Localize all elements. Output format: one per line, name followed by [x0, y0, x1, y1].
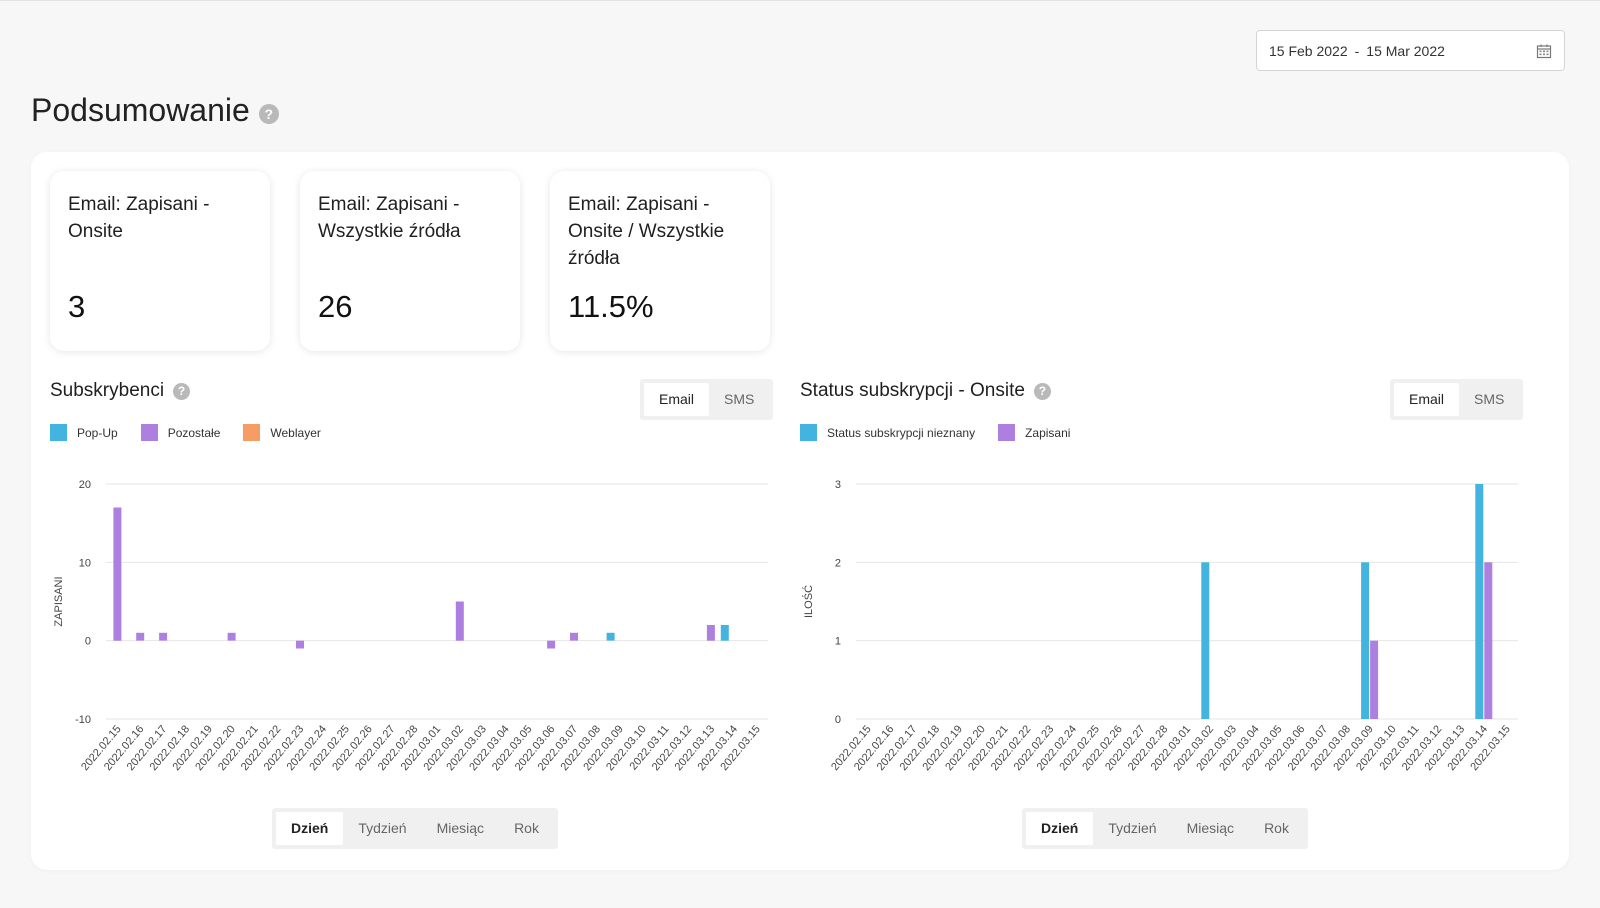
- legend-label: Weblayer: [270, 425, 321, 440]
- legend-swatch: [140, 424, 158, 441]
- legend-item-pozostale[interactable]: Pozostałe: [140, 424, 221, 441]
- y-tick-label: 10: [79, 557, 91, 569]
- help-icon[interactable]: ?: [1033, 382, 1051, 400]
- legend-swatch: [243, 424, 261, 441]
- kpi-label: Email: Zapisani - Onsite: [68, 191, 252, 245]
- help-icon[interactable]: ?: [173, 382, 191, 400]
- y-tick-label: -10: [75, 714, 91, 726]
- bar[interactable]: [547, 640, 556, 649]
- chart-title-text: Status subskrypcji - Onsite: [800, 380, 1025, 401]
- legend-item-weblayer[interactable]: Weblayer: [243, 424, 321, 441]
- bar[interactable]: [296, 640, 304, 649]
- kpi-label-line: Email: Zapisani -: [68, 194, 210, 215]
- y-tick-label: 20: [79, 479, 91, 491]
- channel-email-option[interactable]: Email: [644, 383, 710, 416]
- period-day-option[interactable]: Dzień: [276, 812, 344, 845]
- chart-title-text: Subskrybenci: [50, 380, 165, 401]
- calendar-icon[interactable]: [1536, 43, 1552, 59]
- subscription-status-bar-chart: 0123ILOŚĆ2022.02.152022.02.162022.02.172…: [802, 479, 1518, 773]
- date-separator: -: [1354, 42, 1360, 59]
- channel-toggle: Email SMS: [1390, 379, 1524, 420]
- channel-toggle: Email SMS: [640, 379, 774, 420]
- top-divider: [0, 0, 1600, 1]
- subscribers-chart-title: Subskrybenci ?: [50, 380, 191, 402]
- kpi-value: 3: [68, 289, 86, 324]
- legend-label: Pop-Up: [77, 425, 118, 440]
- help-icon[interactable]: ?: [258, 103, 279, 124]
- legend-label: Status subskrypcji nieznany: [827, 425, 976, 440]
- bar[interactable]: [1370, 640, 1379, 719]
- bar[interactable]: [1361, 562, 1370, 719]
- kpi-value: 26: [318, 289, 353, 324]
- legend-swatch: [800, 424, 817, 441]
- y-tick-label: 1: [835, 636, 841, 648]
- kpi-label: Email: Zapisani - Wszystkie źródła: [318, 191, 502, 245]
- legend-swatch: [998, 424, 1016, 441]
- bar[interactable]: [113, 507, 122, 641]
- y-tick-label: 3: [835, 479, 841, 491]
- legend-item-status-unknown[interactable]: Status subskrypcji nieznany: [800, 424, 975, 441]
- period-week-option[interactable]: Tydzień: [358, 820, 407, 836]
- subscription-status-chart-title: Status subskrypcji - Onsite ?: [800, 380, 1051, 402]
- page-title: Podsumowanie: [31, 92, 250, 128]
- period-month-option[interactable]: Miesiąc: [1186, 820, 1235, 836]
- period-day-option[interactable]: Dzień: [1026, 812, 1094, 845]
- chart-legend: Status subskrypcji nieznany Zapisani: [800, 424, 1093, 441]
- date-to: 15 Mar 2022: [1366, 42, 1445, 59]
- period-toggle: Dzień Tydzień Miesiąc Rok: [1022, 808, 1308, 849]
- kpi-label-line: źródła: [568, 248, 620, 269]
- y-axis-label: ZAPISANI: [53, 576, 65, 626]
- bar[interactable]: [227, 632, 236, 641]
- kpi-label-line: Email: Zapisani -: [318, 194, 460, 215]
- kpi-card-onsite: Email: Zapisani - Onsite 3: [50, 171, 270, 351]
- legend-item-popup[interactable]: Pop-Up: [50, 424, 118, 441]
- date-range-picker[interactable]: 15 Feb 2022-15 Mar 2022: [1256, 30, 1565, 71]
- kpi-label-line: Wszystkie źródła: [318, 221, 461, 242]
- date-from: 15 Feb 2022: [1269, 42, 1348, 59]
- bar[interactable]: [159, 632, 168, 641]
- kpi-label-line: Onsite: [68, 221, 123, 242]
- kpi-card-ratio: Email: Zapisani - Onsite / Wszystkie źró…: [550, 171, 770, 351]
- bar[interactable]: [1475, 484, 1484, 719]
- kpi-card-all-sources: Email: Zapisani - Wszystkie źródła 26: [300, 171, 520, 351]
- period-month-option[interactable]: Miesiąc: [436, 820, 485, 836]
- summary-panel: Email: Zapisani - Onsite 3 Email: Zapisa…: [31, 152, 1569, 870]
- bar[interactable]: [606, 632, 615, 641]
- bar[interactable]: [136, 632, 145, 641]
- kpi-label-line: Onsite / Wszystkie: [568, 221, 725, 242]
- channel-sms-option[interactable]: SMS: [724, 391, 755, 407]
- period-year-option[interactable]: Rok: [514, 820, 539, 836]
- page-header: Podsumowanie ?: [31, 92, 279, 129]
- bar[interactable]: [455, 601, 464, 641]
- legend-item-zapisani[interactable]: Zapisani: [998, 424, 1070, 441]
- chart-legend: Pop-Up Pozostałe Weblayer: [50, 424, 344, 441]
- legend-label: Pozostałe: [167, 425, 221, 440]
- y-tick-label: 2: [835, 557, 841, 569]
- channel-sms-option[interactable]: SMS: [1474, 391, 1505, 407]
- legend-label: Zapisani: [1025, 425, 1071, 440]
- subscribers-bar-chart: -1001020ZAPISANI2022.02.152022.02.162022…: [53, 479, 768, 773]
- bar[interactable]: [720, 625, 729, 641]
- y-tick-label: 0: [835, 714, 841, 726]
- kpi-label-line: Email: Zapisani -: [568, 194, 710, 215]
- kpi-value: 11.5%: [568, 289, 654, 324]
- period-year-option[interactable]: Rok: [1264, 820, 1289, 836]
- y-tick-label: 0: [85, 636, 91, 648]
- period-toggle: Dzień Tydzień Miesiąc Rok: [272, 808, 558, 849]
- bar[interactable]: [706, 625, 715, 641]
- bar[interactable]: [1484, 562, 1493, 719]
- kpi-label: Email: Zapisani - Onsite / Wszystkie źró…: [568, 191, 752, 272]
- bar[interactable]: [1201, 562, 1210, 719]
- date-range-text: 15 Feb 2022-15 Mar 2022: [1269, 43, 1536, 59]
- bar[interactable]: [570, 632, 578, 641]
- legend-swatch: [50, 424, 67, 441]
- period-week-option[interactable]: Tydzień: [1108, 820, 1157, 836]
- channel-email-option[interactable]: Email: [1394, 383, 1460, 416]
- y-axis-label: ILOŚĆ: [802, 585, 815, 618]
